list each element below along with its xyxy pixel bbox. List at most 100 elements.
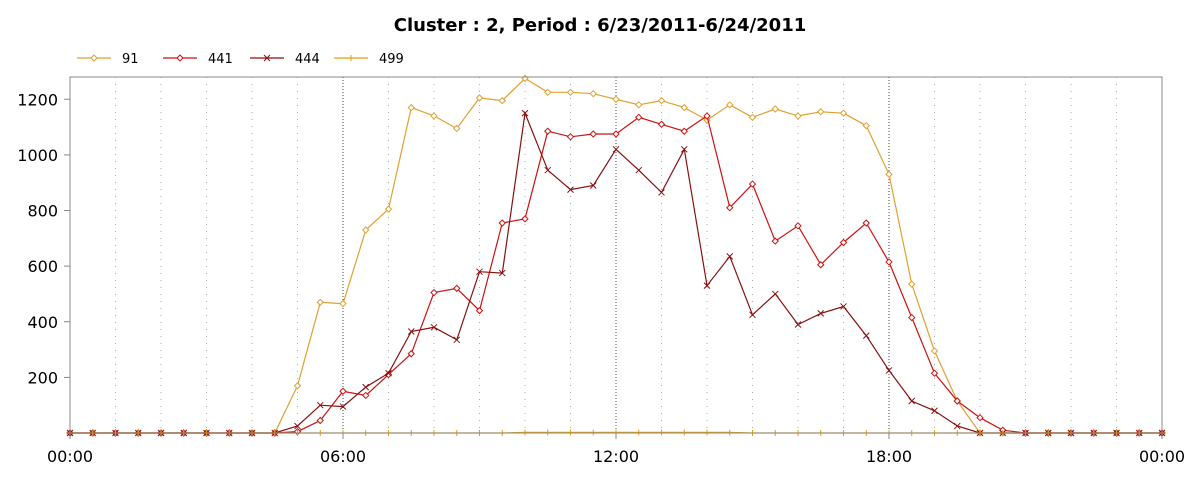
data-point: [748, 113, 757, 122]
data-point: [726, 204, 734, 212]
data-point: [263, 54, 271, 62]
data-point: [748, 180, 757, 188]
data-point: [862, 121, 870, 130]
data-point: [362, 226, 370, 234]
data-point: [362, 383, 370, 391]
data-point: [657, 96, 666, 105]
data-point: [976, 413, 984, 422]
data-point: [885, 367, 893, 374]
data-point: [657, 120, 666, 128]
data-point: [794, 112, 802, 120]
data-point: [407, 328, 415, 335]
data-point: [430, 288, 438, 297]
data-point: [475, 94, 484, 102]
x-tick-label: 12:00: [593, 447, 639, 466]
legend-label: 441: [208, 52, 233, 67]
data-point: [407, 103, 415, 112]
series-line: [70, 114, 1162, 434]
chart-title: Cluster : 2, Period : 6/23/2011-6/24/201…: [394, 15, 807, 36]
data-point: [566, 133, 575, 141]
data-point: [339, 299, 347, 308]
data-point: [635, 113, 643, 122]
data-point: [635, 166, 643, 174]
data-point: [885, 258, 893, 266]
x-tick-label: 00:00: [47, 447, 93, 466]
data-point: [726, 101, 734, 109]
data-point: [316, 416, 324, 425]
data-point: [498, 96, 506, 105]
legend: 91 441 444 499: [77, 52, 404, 67]
y-tick-label: 200: [27, 368, 58, 387]
data-point: [817, 261, 825, 269]
data-point: [749, 311, 756, 319]
data-point: [339, 387, 347, 395]
data-point: [680, 127, 688, 135]
data-point: [612, 95, 620, 103]
data-point: [589, 182, 597, 189]
data-point: [498, 269, 506, 277]
data-point: [498, 219, 506, 227]
data-point: [703, 112, 711, 120]
data-point: [885, 170, 893, 179]
data-point: [362, 391, 370, 400]
data-point: [840, 303, 847, 310]
data-point: [544, 88, 552, 97]
data-point: [385, 369, 392, 377]
data-point: [817, 310, 825, 317]
data-point: [544, 429, 551, 436]
data-point: [339, 403, 347, 410]
axes: 200 400 600 800 1000 1200 00:00 06:00 12:00 18:00…: [17, 90, 1185, 466]
data-point: [953, 397, 961, 405]
data-point: [566, 88, 575, 97]
data-point: [90, 54, 98, 62]
data-point: [680, 145, 688, 153]
data-point: [908, 397, 916, 405]
grid: [115, 77, 1117, 433]
y-tick-label: 1200: [17, 90, 58, 109]
data-point: [817, 108, 825, 116]
data-point: [453, 336, 461, 344]
data-point: [680, 103, 688, 112]
y-tick-label: 400: [27, 313, 58, 332]
data-point: [544, 166, 552, 174]
data-point: [316, 401, 324, 409]
data-point: [453, 124, 461, 133]
data-point: [953, 422, 961, 430]
data-point: [430, 323, 438, 331]
data-point: [476, 268, 483, 276]
data-point: [384, 205, 393, 213]
data-point: [521, 215, 529, 223]
data-point: [658, 189, 665, 196]
x-tick-label: 00:00: [1139, 447, 1185, 466]
data-point: [635, 429, 642, 436]
data-point: [862, 332, 870, 340]
legend-label: 444: [295, 52, 320, 67]
data-point: [589, 130, 597, 138]
data-point: [612, 145, 620, 153]
data-point: [726, 253, 734, 260]
x-tick-label: 06:00: [320, 447, 366, 466]
y-tick-label: 1000: [17, 146, 58, 165]
data-point: [475, 306, 484, 315]
data-point: [930, 369, 939, 377]
data-point: [771, 237, 779, 245]
data-point: [726, 429, 733, 436]
data-point: [658, 429, 665, 436]
data-point: [794, 321, 802, 328]
y-tick-label: 800: [27, 202, 58, 221]
data-point: [176, 54, 184, 62]
data-point: [453, 284, 461, 293]
data-point: [384, 370, 393, 379]
data-point: [294, 422, 301, 430]
data-point: [522, 429, 528, 436]
series-444: [66, 109, 1166, 437]
data-point: [930, 347, 939, 355]
data-point: [771, 105, 779, 113]
data-point: [771, 290, 779, 298]
data-point: [931, 407, 938, 415]
data-point: [544, 127, 552, 135]
data-point: [908, 313, 916, 322]
legend-label: 499: [379, 52, 404, 67]
data-point: [567, 186, 574, 193]
